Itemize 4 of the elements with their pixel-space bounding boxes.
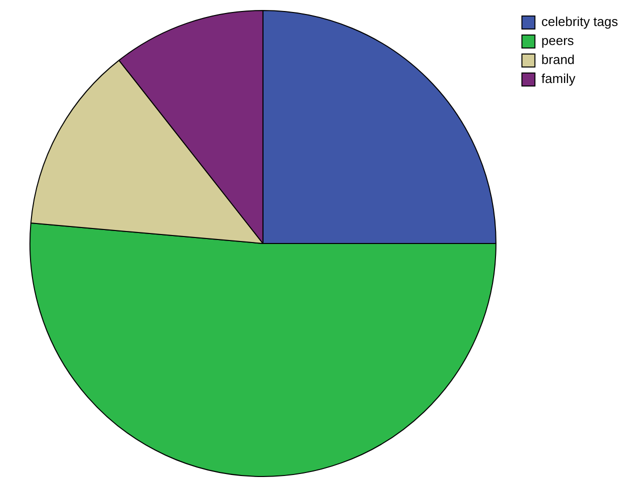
legend-label: peers: [541, 33, 574, 48]
legend-label: celebrity tags: [541, 14, 618, 30]
legend-label: brand: [541, 52, 575, 68]
legend-label: family: [541, 71, 576, 86]
